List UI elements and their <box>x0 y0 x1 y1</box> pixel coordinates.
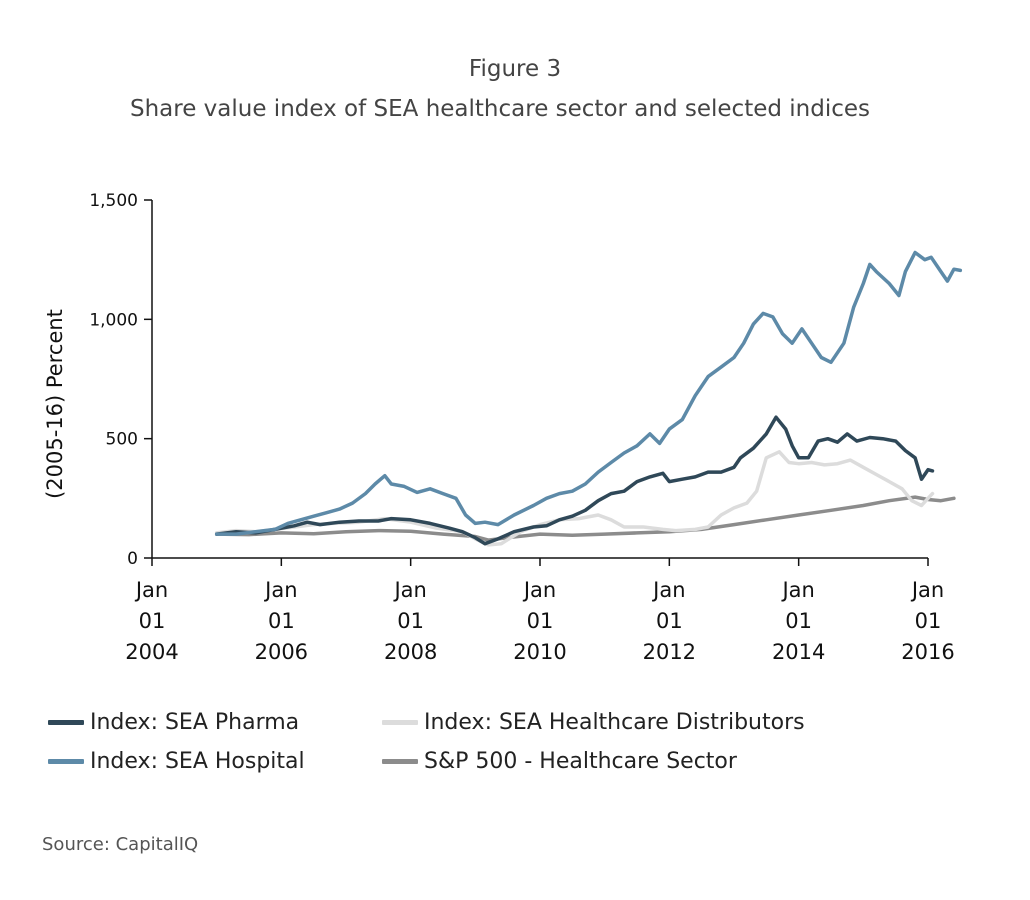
x-tick-label: 2008 <box>384 640 437 664</box>
x-tick-label: 2006 <box>255 640 308 664</box>
x-tick-label: 2010 <box>513 640 566 664</box>
y-ticks: 0 500 1,000 1,500 <box>89 191 152 569</box>
figure-label: Figure 3 <box>468 56 562 82</box>
source-note: Source: CapitalIQ <box>42 834 199 855</box>
x-tick-label: 2016 <box>901 640 954 664</box>
series-line-sp500 <box>214 495 956 542</box>
legend-label-pharma: Index: SEA Pharma <box>90 710 300 735</box>
y-tick-label: 1,500 <box>89 191 138 211</box>
chart-title: Share value index of SEA healthcare sect… <box>129 96 871 122</box>
x-tick-label: Jan <box>392 578 426 602</box>
x-tick-label: 2012 <box>643 640 696 664</box>
x-tick-label: 2014 <box>772 640 825 664</box>
legend-item-hospital: Index: SEA Hospital <box>48 749 305 774</box>
legend-swatch-distributors <box>382 720 418 725</box>
y-tick-label: 0 <box>127 549 138 569</box>
y-axis-title: (2005-16) Percent <box>43 309 67 499</box>
x-tick-label: 01 <box>397 609 424 633</box>
series-line-distributors <box>214 450 935 547</box>
legend-swatch-pharma <box>48 720 84 725</box>
x-tick-label: 2004 <box>125 640 178 664</box>
legend-label-hospital: Index: SEA Hospital <box>90 749 305 774</box>
x-tick-label: Jan <box>651 578 685 602</box>
legend-item-distributors: Index: SEA Healthcare Distributors <box>382 710 805 735</box>
x-tick-label: 01 <box>656 609 683 633</box>
legend-item-pharma: Index: SEA Pharma <box>48 710 299 735</box>
x-ticks: Jan 01 2004 Jan 01 2006 Jan 01 2008 Jan 01 2010 Jan 0… <box>125 558 955 664</box>
y-tick-label: 500 <box>106 430 138 450</box>
x-tick-label: Jan <box>263 578 297 602</box>
series-line-hospital <box>214 250 963 536</box>
legend-swatch-sp500 <box>382 759 418 764</box>
x-tick-label: Jan <box>134 578 168 602</box>
legend-swatch-hospital <box>48 759 84 764</box>
series-line-pharma <box>214 415 935 546</box>
series-layer <box>214 250 963 547</box>
x-tick-label: 01 <box>915 609 942 633</box>
x-tick-label: Jan <box>780 578 814 602</box>
x-tick-label: Jan <box>910 578 944 602</box>
x-tick-label: Jan <box>522 578 556 602</box>
x-tick-label: 01 <box>785 609 812 633</box>
y-tick-label: 1,000 <box>89 310 138 330</box>
x-tick-label: 01 <box>268 609 295 633</box>
legend-item-sp500: S&P 500 - Healthcare Sector <box>382 749 737 774</box>
x-tick-label: 01 <box>527 609 554 633</box>
chart-axes <box>151 200 928 559</box>
legend-label-sp500: S&P 500 - Healthcare Sector <box>424 749 737 774</box>
legend-label-distributors: Index: SEA Healthcare Distributors <box>424 710 805 735</box>
x-tick-label: 01 <box>139 609 166 633</box>
